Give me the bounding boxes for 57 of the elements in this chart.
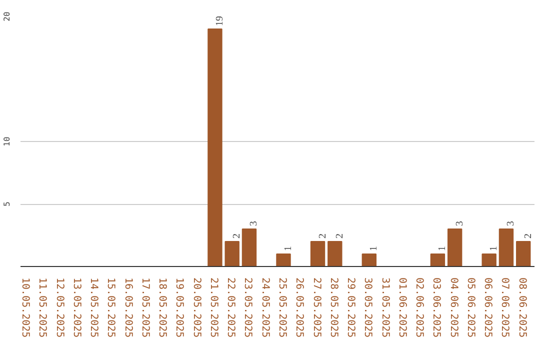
x-tick-label: 21.05.2025 — [208, 278, 219, 338]
x-tick-label: 28.05.2025 — [328, 278, 339, 338]
data-label: 1 — [488, 246, 500, 251]
bar — [276, 254, 291, 266]
data-label: 2 — [522, 234, 534, 238]
bar — [328, 241, 342, 266]
bar — [447, 228, 462, 266]
data-label: 1 — [282, 246, 294, 251]
data-label: 2 — [232, 234, 243, 238]
x-tick-label: 22.05.2025 — [225, 278, 236, 338]
bar — [310, 241, 326, 266]
x-tick-label: 05.06.2025 — [464, 278, 476, 338]
data-label: 2 — [317, 234, 328, 238]
x-tick-label: 12.05.2025 — [54, 278, 65, 338]
bar — [224, 241, 240, 266]
x-tick-label: 26.05.2025 — [294, 278, 305, 338]
x-tick-label: 30.05.2025 — [362, 278, 374, 338]
x-tick-label: 17.05.2025 — [139, 278, 150, 338]
x-tick-label: 15.05.2025 — [105, 278, 116, 338]
x-tick-label: 13.05.2025 — [70, 278, 82, 338]
data-label: 1 — [368, 246, 380, 251]
x-tick-label: 04.06.2025 — [448, 278, 459, 338]
x-tick-label: 20.05.2025 — [190, 278, 202, 338]
x-tick-label: 08.06.2025 — [516, 278, 528, 338]
x-tick-label: 02.06.2025 — [414, 278, 425, 338]
bar — [362, 254, 377, 266]
x-tick-label: 18.05.2025 — [156, 278, 168, 338]
data-label: 19 — [214, 16, 226, 26]
x-tick-label: 31.05.2025 — [379, 278, 390, 338]
x-tick-label: 10.05.2025 — [19, 278, 30, 338]
data-label: 1 — [437, 246, 448, 251]
y-tick-label: 20 — [2, 12, 12, 22]
x-tick-label: 14.05.2025 — [88, 278, 100, 338]
x-tick-label: 24.05.2025 — [259, 278, 270, 338]
x-tick-label: 06.06.2025 — [482, 278, 494, 338]
bar — [430, 254, 446, 266]
x-tick-label: 23.05.2025 — [242, 278, 254, 338]
y-tick-label: 10 — [2, 136, 12, 146]
data-label: 3 — [248, 221, 260, 226]
x-tick-label: 25.05.2025 — [276, 278, 288, 338]
y-tick-label: 5 — [2, 201, 12, 206]
data-label: 3 — [454, 221, 466, 226]
x-tick-label: 03.06.2025 — [430, 278, 442, 338]
x-tick-label: 07.06.2025 — [499, 278, 510, 338]
x-tick-label: 27.05.2025 — [310, 278, 322, 338]
bar — [208, 28, 222, 266]
data-label: 3 — [506, 221, 517, 226]
bar — [242, 228, 257, 266]
bar — [482, 254, 496, 266]
x-tick-label: 29.05.2025 — [345, 278, 356, 338]
x-tick-label: 19.05.2025 — [174, 278, 185, 338]
data-label: 2 — [334, 234, 346, 238]
x-tick-label: 11.05.2025 — [36, 278, 48, 338]
x-tick-label: 01.06.2025 — [396, 278, 408, 338]
bar — [498, 228, 514, 266]
x-tick-label: 16.05.2025 — [122, 278, 134, 338]
bar — [516, 241, 531, 266]
